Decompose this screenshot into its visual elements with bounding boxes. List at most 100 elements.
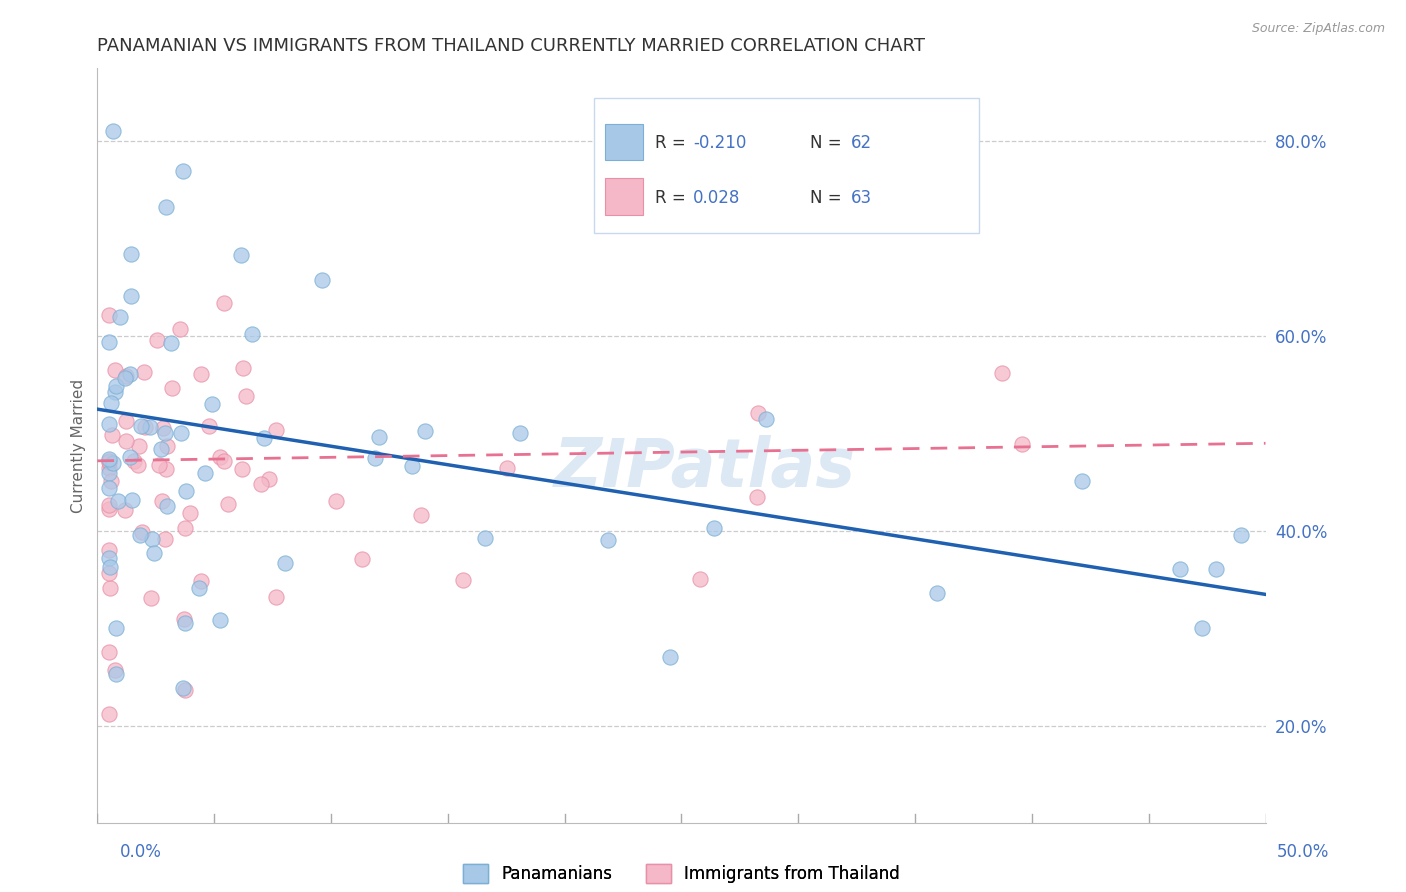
Text: Source: ZipAtlas.com: Source: ZipAtlas.com <box>1251 22 1385 36</box>
Point <box>325 494 347 508</box>
Point <box>311 273 333 287</box>
Point <box>128 439 150 453</box>
Text: ZIPatlas: ZIPatlas <box>554 435 856 501</box>
Text: R =: R = <box>655 135 690 153</box>
Point <box>153 532 176 546</box>
Point <box>105 621 128 635</box>
Point <box>745 490 768 504</box>
Point <box>143 546 166 560</box>
Point <box>229 248 252 262</box>
Point <box>509 426 531 441</box>
Text: 0.0%: 0.0% <box>120 843 162 861</box>
Point <box>114 502 136 516</box>
Point <box>141 591 163 606</box>
Point <box>129 419 152 434</box>
Point <box>474 531 496 545</box>
Point <box>187 581 209 595</box>
Point <box>257 472 280 486</box>
Point <box>1168 562 1191 576</box>
Point <box>120 247 142 261</box>
Point <box>118 367 141 381</box>
Point <box>172 681 194 695</box>
Point <box>155 462 177 476</box>
Point <box>364 450 387 465</box>
Point <box>98 335 121 350</box>
Point <box>170 426 193 441</box>
Point <box>160 335 183 350</box>
Point <box>235 389 257 403</box>
Point <box>755 411 778 425</box>
Point <box>114 434 136 449</box>
Point <box>249 477 271 491</box>
Point <box>169 322 191 336</box>
Point <box>98 460 121 475</box>
Point <box>115 369 138 384</box>
Point <box>118 450 141 465</box>
Point <box>212 296 235 310</box>
Point <box>150 493 173 508</box>
Point <box>274 556 297 570</box>
Text: 62: 62 <box>851 135 872 153</box>
Text: 50.0%: 50.0% <box>1277 843 1329 861</box>
Point <box>991 367 1014 381</box>
Point <box>98 498 121 512</box>
Point <box>103 456 125 470</box>
Point <box>100 396 122 410</box>
Point <box>173 616 195 631</box>
Y-axis label: Currently Married: Currently Married <box>72 379 86 513</box>
Point <box>1011 436 1033 450</box>
Point <box>98 309 121 323</box>
Point <box>134 365 156 379</box>
Point <box>173 521 195 535</box>
Point <box>156 499 179 513</box>
Point <box>98 581 121 595</box>
Point <box>98 551 121 566</box>
Legend: Panamanians, Immigrants from Thailand: Panamanians, Immigrants from Thailand <box>463 864 900 883</box>
Point <box>155 200 177 214</box>
Point <box>232 361 254 376</box>
Text: N =: N = <box>810 188 846 207</box>
Point <box>115 414 138 428</box>
Point <box>253 431 276 445</box>
Point <box>98 452 121 467</box>
Point <box>134 420 156 434</box>
Point <box>104 663 127 677</box>
Point <box>105 379 128 393</box>
Point <box>190 367 212 381</box>
Point <box>98 417 121 432</box>
Point <box>201 397 224 411</box>
Point <box>658 649 681 664</box>
Point <box>98 466 121 480</box>
Text: PANAMANIAN VS IMMIGRANTS FROM THAILAND CURRENTLY MARRIED CORRELATION CHART: PANAMANIAN VS IMMIGRANTS FROM THAILAND C… <box>97 37 925 55</box>
Text: 0.028: 0.028 <box>693 188 741 207</box>
Point <box>194 466 217 480</box>
Point <box>98 560 121 574</box>
Point <box>240 327 263 342</box>
Point <box>1229 528 1251 542</box>
Point <box>98 707 121 722</box>
Point <box>596 533 619 548</box>
Point <box>98 455 121 469</box>
Point <box>122 454 145 468</box>
Point <box>141 533 163 547</box>
Point <box>120 289 142 303</box>
Point <box>217 497 239 511</box>
Point <box>98 543 121 558</box>
Point <box>104 363 127 377</box>
Point <box>179 507 201 521</box>
Point <box>197 418 219 433</box>
Text: -0.210: -0.210 <box>693 135 747 153</box>
Point <box>105 667 128 681</box>
FancyBboxPatch shape <box>606 124 643 161</box>
Point <box>266 591 288 605</box>
Point <box>367 430 389 444</box>
Point <box>100 428 122 442</box>
Point <box>152 421 174 435</box>
Point <box>209 450 232 464</box>
Point <box>104 384 127 399</box>
Point <box>190 574 212 588</box>
Point <box>98 566 121 581</box>
Point <box>156 439 179 453</box>
Point <box>496 461 519 475</box>
Point <box>129 528 152 542</box>
